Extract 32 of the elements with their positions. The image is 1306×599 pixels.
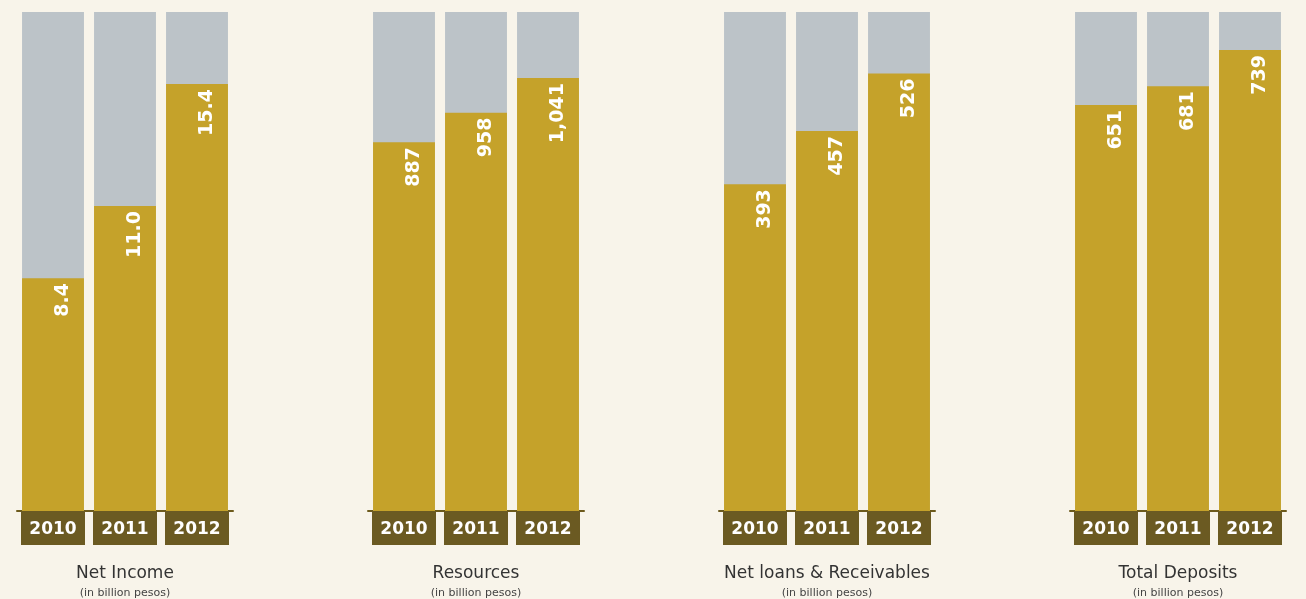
data-label: 393 bbox=[752, 189, 774, 229]
text: (in billion pesos) bbox=[781, 586, 873, 599]
data-label: 457 bbox=[824, 135, 846, 176]
data-label: 887 bbox=[401, 147, 423, 187]
text: (in billion pesos) bbox=[430, 586, 522, 599]
text: Resources bbox=[432, 561, 520, 582]
data-label: 15.4 bbox=[194, 89, 216, 136]
x-tick-label: 2010 bbox=[731, 518, 779, 538]
data-label: 1,041 bbox=[545, 83, 567, 144]
x-tick-label: 2011 bbox=[452, 518, 500, 538]
text: (in billion pesos) bbox=[79, 586, 171, 599]
x-tick-label: 2011 bbox=[1154, 518, 1202, 538]
data-label: 11.0 bbox=[122, 211, 144, 258]
text: Total Deposits bbox=[1117, 561, 1238, 582]
data-label: 651 bbox=[1103, 109, 1125, 150]
x-tick-label: 2012 bbox=[875, 518, 923, 538]
x-tick-label: 2011 bbox=[803, 518, 851, 538]
data-label: 681 bbox=[1175, 91, 1197, 131]
x-tick-label: 2010 bbox=[29, 518, 77, 538]
x-tick-label: 2012 bbox=[173, 518, 221, 538]
data-label: 739 bbox=[1247, 55, 1269, 95]
x-tick-label: 2010 bbox=[1082, 518, 1130, 538]
x-tick-label: 2011 bbox=[101, 518, 149, 538]
data-label: 958 bbox=[473, 117, 495, 158]
text: Net Income bbox=[76, 561, 174, 582]
data-label: 8.4 bbox=[50, 283, 72, 317]
text: (in billion pesos) bbox=[1132, 586, 1224, 599]
text: Net loans & Receivables bbox=[724, 561, 931, 582]
x-tick-label: 2010 bbox=[380, 518, 428, 538]
x-tick-label: 2012 bbox=[524, 518, 572, 538]
data-label: 526 bbox=[896, 78, 918, 119]
x-tick-label: 2012 bbox=[1226, 518, 1274, 538]
